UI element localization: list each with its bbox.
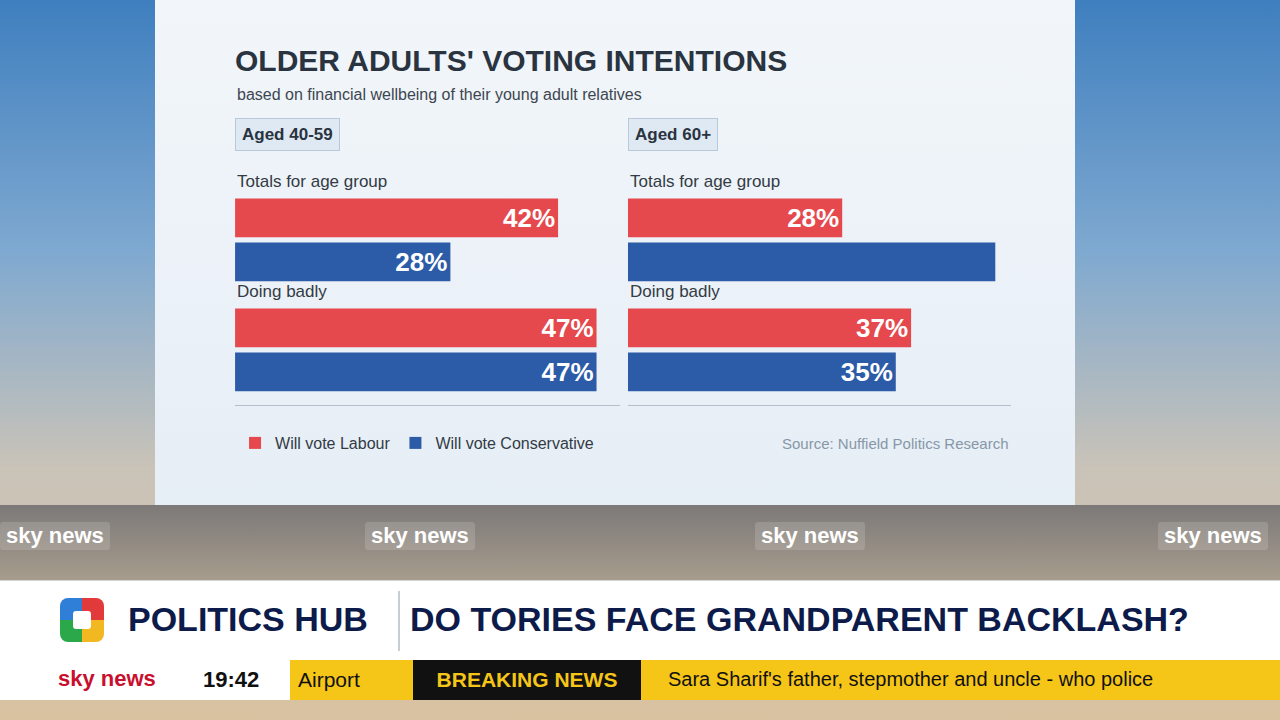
svg-text:Will vote Labour: Will vote Labour bbox=[275, 435, 390, 452]
svg-text:Aged 60+: Aged 60+ bbox=[635, 125, 711, 144]
svg-text:Totals for age group: Totals for age group bbox=[237, 172, 387, 191]
html-text:BREAKING NEWS: BREAKING NEWS bbox=[436, 668, 618, 691]
svg-text:28%: 28% bbox=[395, 247, 447, 277]
html-text:sky news: sky news bbox=[371, 523, 469, 548]
html-text:sky news: sky news bbox=[58, 666, 156, 691]
html-text:Sara Sharif's father, stepmoth: Sara Sharif's father, stepmother and unc… bbox=[668, 668, 1154, 690]
svg-text:Aged 40-59: Aged 40-59 bbox=[242, 125, 333, 144]
html-text:Airport: Airport bbox=[298, 668, 360, 691]
svg-text:OLDER ADULTS' VOTING INTENTION: OLDER ADULTS' VOTING INTENTIONS bbox=[235, 44, 787, 77]
svg-text:based on financial wellbeing o: based on financial wellbeing of their yo… bbox=[237, 86, 642, 103]
svg-text:47%: 47% bbox=[541, 357, 593, 387]
svg-text:Totals for age group: Totals for age group bbox=[630, 172, 780, 191]
svg-text:Source: Nuffield Politics Rese: Source: Nuffield Politics Research bbox=[782, 435, 1009, 452]
html-text:sky news: sky news bbox=[1164, 523, 1262, 548]
svg-text:37%: 37% bbox=[856, 313, 908, 343]
svg-text:35%: 35% bbox=[841, 357, 893, 387]
html-text:sky news: sky news bbox=[761, 523, 859, 548]
html-text:DO TORIES FACE GRANDPARENT BAC: DO TORIES FACE GRANDPARENT BACKLASH? bbox=[410, 600, 1189, 638]
svg-text:47%: 47% bbox=[541, 313, 593, 343]
html-text:sky news: sky news bbox=[6, 523, 104, 548]
svg-text:Will vote Conservative: Will vote Conservative bbox=[435, 435, 593, 452]
svg-text:42%: 42% bbox=[503, 203, 555, 233]
html-text:POLITICS HUB: POLITICS HUB bbox=[128, 600, 368, 638]
svg-text:28%: 28% bbox=[787, 203, 839, 233]
svg-text:Doing badly: Doing badly bbox=[630, 282, 720, 301]
html-text:19:42: 19:42 bbox=[203, 667, 260, 692]
svg-text:Doing badly: Doing badly bbox=[237, 282, 327, 301]
